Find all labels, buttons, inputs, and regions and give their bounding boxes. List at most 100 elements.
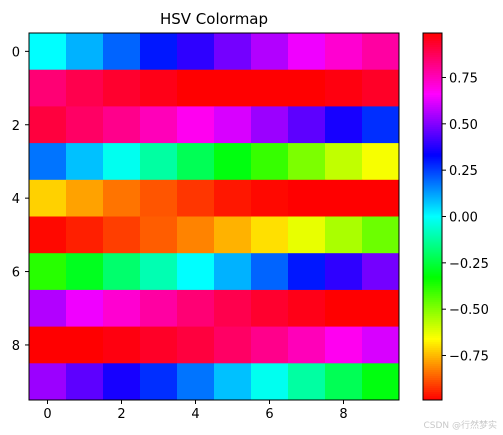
heatmap-cell	[177, 33, 215, 71]
colorbar-segment	[423, 157, 442, 160]
colorbar-segment	[423, 87, 442, 90]
colorbar-segment	[423, 239, 442, 243]
colorbar-segment	[423, 135, 442, 138]
heatmap-cell	[140, 363, 178, 401]
colorbar-segment	[423, 257, 442, 261]
colorbar-segment	[423, 153, 442, 156]
colorbar-segment	[423, 287, 442, 291]
heatmap-cell	[29, 289, 67, 327]
heatmap-cell	[325, 216, 363, 254]
colorbar-segment	[423, 243, 442, 247]
colorbar-segment	[423, 75, 442, 78]
colorbar-segment	[423, 325, 442, 329]
heatmap-cell	[29, 216, 67, 254]
heatmap-cell	[288, 326, 326, 364]
heatmap-cell	[214, 253, 252, 291]
colorbar-segment	[423, 209, 442, 212]
heatmap-cell	[362, 106, 400, 144]
colorbar-tick-label: 0.00	[449, 211, 478, 226]
colorbar-segment	[423, 211, 442, 214]
heatmap-cell	[140, 289, 178, 327]
heatmap-cell	[103, 33, 141, 71]
colorbar-tick-label: −0.25	[449, 257, 489, 272]
colorbar-segment	[423, 363, 442, 367]
colorbar-segment	[423, 105, 442, 108]
colorbar-segment	[423, 67, 442, 70]
colorbar-tick-label: −0.75	[449, 350, 489, 365]
colorbar-segment	[423, 141, 442, 144]
colorbar-segment	[423, 71, 442, 74]
colorbar-segment	[423, 355, 442, 359]
colorbar-segment	[423, 271, 442, 275]
heatmap-cell	[288, 33, 326, 71]
colorbar-segment	[423, 345, 442, 349]
heatmap-cell	[29, 69, 67, 107]
heatmap-cell	[251, 326, 289, 364]
y-tick-label: 8	[12, 339, 20, 354]
heatmap-cell	[103, 289, 141, 327]
heatmap-cell	[288, 216, 326, 254]
heatmap-cell	[325, 106, 363, 144]
watermark: CSDN @行然梦实	[423, 421, 497, 431]
colorbar-segment	[423, 335, 442, 339]
heatmap-cell	[177, 143, 215, 181]
colorbar-segment	[423, 129, 442, 132]
colorbar-segment	[423, 59, 442, 62]
colorbar-segment	[423, 47, 442, 50]
colorbar-segment	[423, 299, 442, 303]
colorbar-segment	[423, 55, 442, 58]
heatmap-cell	[288, 363, 326, 401]
heatmap-cell	[251, 106, 289, 144]
colorbar-segment	[423, 161, 442, 164]
colorbar-segment	[423, 297, 442, 301]
colorbar-segment	[423, 241, 442, 245]
colorbar-segment	[423, 245, 442, 249]
y-tick-label: 0	[12, 45, 20, 60]
y-axis: 0 2 4 6 8	[12, 45, 29, 354]
colorbar-segment	[423, 37, 442, 40]
heatmap-cell	[362, 363, 400, 401]
heatmap-cell	[29, 143, 67, 181]
colorbar-segment	[423, 285, 442, 289]
heatmap-cell	[214, 106, 252, 144]
colorbar-segment	[423, 323, 442, 327]
heatmap-cell	[103, 216, 141, 254]
heatmap-cell	[288, 289, 326, 327]
colorbar-segment	[423, 301, 442, 305]
colorbar-segment	[423, 159, 442, 162]
colorbar	[423, 33, 442, 401]
heatmap-cell	[288, 179, 326, 217]
heatmap-cell	[140, 179, 178, 217]
colorbar-segment	[423, 277, 442, 281]
colorbar-segment	[423, 169, 442, 172]
colorbar-segment	[423, 145, 442, 148]
colorbar-segment	[423, 289, 442, 293]
heatmap-cell	[29, 33, 67, 71]
y-tick-label: 6	[12, 266, 20, 281]
colorbar-segment	[423, 91, 442, 94]
colorbar-segment	[423, 133, 442, 136]
heatmap-cell	[362, 69, 400, 107]
colorbar-segment	[423, 229, 442, 233]
heatmap-cell	[140, 106, 178, 144]
heatmap-cell	[103, 143, 141, 181]
heatmap-cell	[29, 326, 67, 364]
colorbar-segment	[423, 375, 442, 379]
colorbar-segment	[423, 195, 442, 198]
colorbar-segment	[423, 281, 442, 285]
heatmap-cell	[29, 106, 67, 144]
plot-frame	[28, 32, 400, 401]
colorbar-segment	[423, 341, 442, 345]
heatmap-cell	[103, 106, 141, 144]
colorbar-segment	[423, 235, 442, 239]
heatmap-cell	[66, 143, 104, 181]
colorbar-segment	[423, 293, 442, 297]
heatmap-cell	[177, 216, 215, 254]
colorbar-segment	[423, 65, 442, 68]
colorbar-segment	[423, 273, 442, 277]
colorbar-segment	[423, 327, 442, 331]
colorbar-segment	[423, 369, 442, 373]
colorbar-segment	[423, 371, 442, 375]
colorbar-segment	[423, 187, 442, 190]
colorbar-segment	[423, 223, 442, 227]
